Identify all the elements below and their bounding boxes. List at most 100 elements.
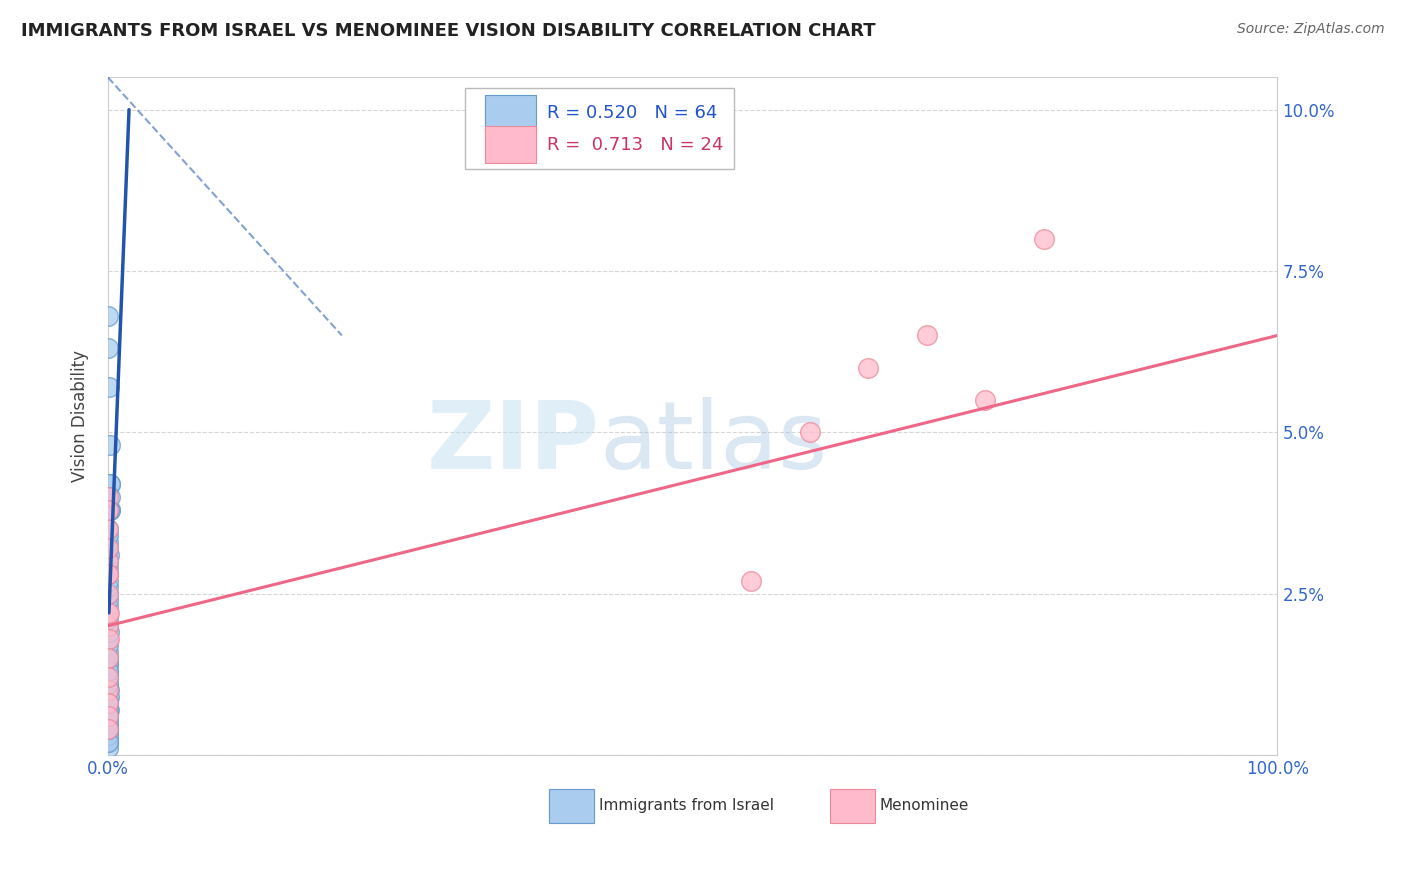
Point: [97, 657, 120, 672]
Point: [97, 741, 120, 756]
Point: [97, 651, 120, 665]
Point: [97, 535, 120, 549]
Point: [915, 328, 938, 343]
Point: [97, 380, 120, 394]
Point: [97, 735, 120, 749]
Text: ZIP: ZIP: [426, 397, 599, 489]
Point: [97, 709, 120, 723]
Point: [97, 715, 120, 730]
Point: [97, 502, 120, 516]
Point: [97, 703, 120, 717]
Point: [97, 522, 120, 536]
Point: [97, 722, 120, 736]
Point: [97, 606, 120, 620]
Point: [97, 554, 120, 568]
Point: [97, 728, 120, 742]
Point: [97, 632, 120, 646]
Text: Source: ZipAtlas.com: Source: ZipAtlas.com: [1237, 22, 1385, 37]
Point: [97, 606, 120, 620]
Text: IMMIGRANTS FROM ISRAEL VS MENOMINEE VISION DISABILITY CORRELATION CHART: IMMIGRANTS FROM ISRAEL VS MENOMINEE VISI…: [21, 22, 876, 40]
Point: [97, 567, 120, 582]
Point: [97, 735, 120, 749]
Point: [97, 567, 120, 582]
Point: [97, 709, 120, 723]
Point: [98, 438, 121, 452]
Point: [97, 715, 120, 730]
Point: [97, 735, 120, 749]
Point: [97, 625, 120, 640]
Point: [97, 541, 120, 556]
Text: atlas: atlas: [599, 397, 827, 489]
FancyBboxPatch shape: [830, 789, 875, 822]
Point: [740, 574, 762, 588]
Point: [97, 528, 120, 542]
Point: [98, 502, 121, 516]
Point: [974, 392, 997, 407]
Point: [97, 696, 120, 710]
Point: [97, 612, 120, 626]
Point: [97, 619, 120, 633]
Point: [97, 560, 120, 574]
FancyBboxPatch shape: [485, 127, 536, 163]
Point: [97, 722, 120, 736]
Point: [97, 580, 120, 594]
Point: [97, 670, 120, 684]
Point: [97, 657, 120, 672]
Point: [97, 554, 120, 568]
Point: [97, 644, 120, 658]
Point: [97, 696, 120, 710]
Point: [97, 677, 120, 691]
Text: R =  0.713   N = 24: R = 0.713 N = 24: [547, 136, 723, 153]
Point: [97, 709, 120, 723]
Point: [97, 670, 120, 684]
Point: [97, 696, 120, 710]
FancyBboxPatch shape: [464, 87, 734, 169]
Point: [97, 309, 120, 323]
Point: [97, 722, 120, 736]
Point: [97, 599, 120, 614]
Point: [97, 722, 120, 736]
Point: [97, 574, 120, 588]
Point: [799, 425, 821, 440]
Point: [97, 670, 120, 684]
Point: [98, 476, 121, 491]
Point: [97, 586, 120, 600]
Point: [97, 696, 120, 710]
Point: [97, 632, 120, 646]
Point: [97, 709, 120, 723]
Y-axis label: Vision Disability: Vision Disability: [72, 351, 89, 482]
Point: [97, 502, 120, 516]
Point: [97, 606, 120, 620]
Point: [97, 690, 120, 704]
Point: [97, 683, 120, 698]
Point: [97, 728, 120, 742]
Point: [97, 651, 120, 665]
Point: [97, 619, 120, 633]
Point: [98, 476, 121, 491]
Text: Menominee: Menominee: [880, 798, 969, 814]
Point: [97, 342, 120, 356]
Point: [97, 548, 120, 562]
Point: [97, 690, 120, 704]
Point: [97, 541, 120, 556]
Point: [97, 703, 120, 717]
Point: [98, 490, 121, 504]
FancyBboxPatch shape: [548, 789, 595, 822]
Point: [97, 683, 120, 698]
Point: [97, 664, 120, 678]
Point: [97, 586, 120, 600]
Text: Immigrants from Israel: Immigrants from Israel: [599, 798, 775, 814]
Point: [97, 683, 120, 698]
Point: [97, 651, 120, 665]
Point: [98, 502, 121, 516]
Point: [1032, 232, 1054, 246]
Point: [97, 664, 120, 678]
Point: [856, 360, 879, 375]
FancyBboxPatch shape: [485, 95, 536, 132]
Point: [97, 593, 120, 607]
Text: R = 0.520   N = 64: R = 0.520 N = 64: [547, 104, 717, 122]
Point: [97, 638, 120, 652]
Point: [97, 522, 120, 536]
Point: [97, 677, 120, 691]
Point: [97, 554, 120, 568]
